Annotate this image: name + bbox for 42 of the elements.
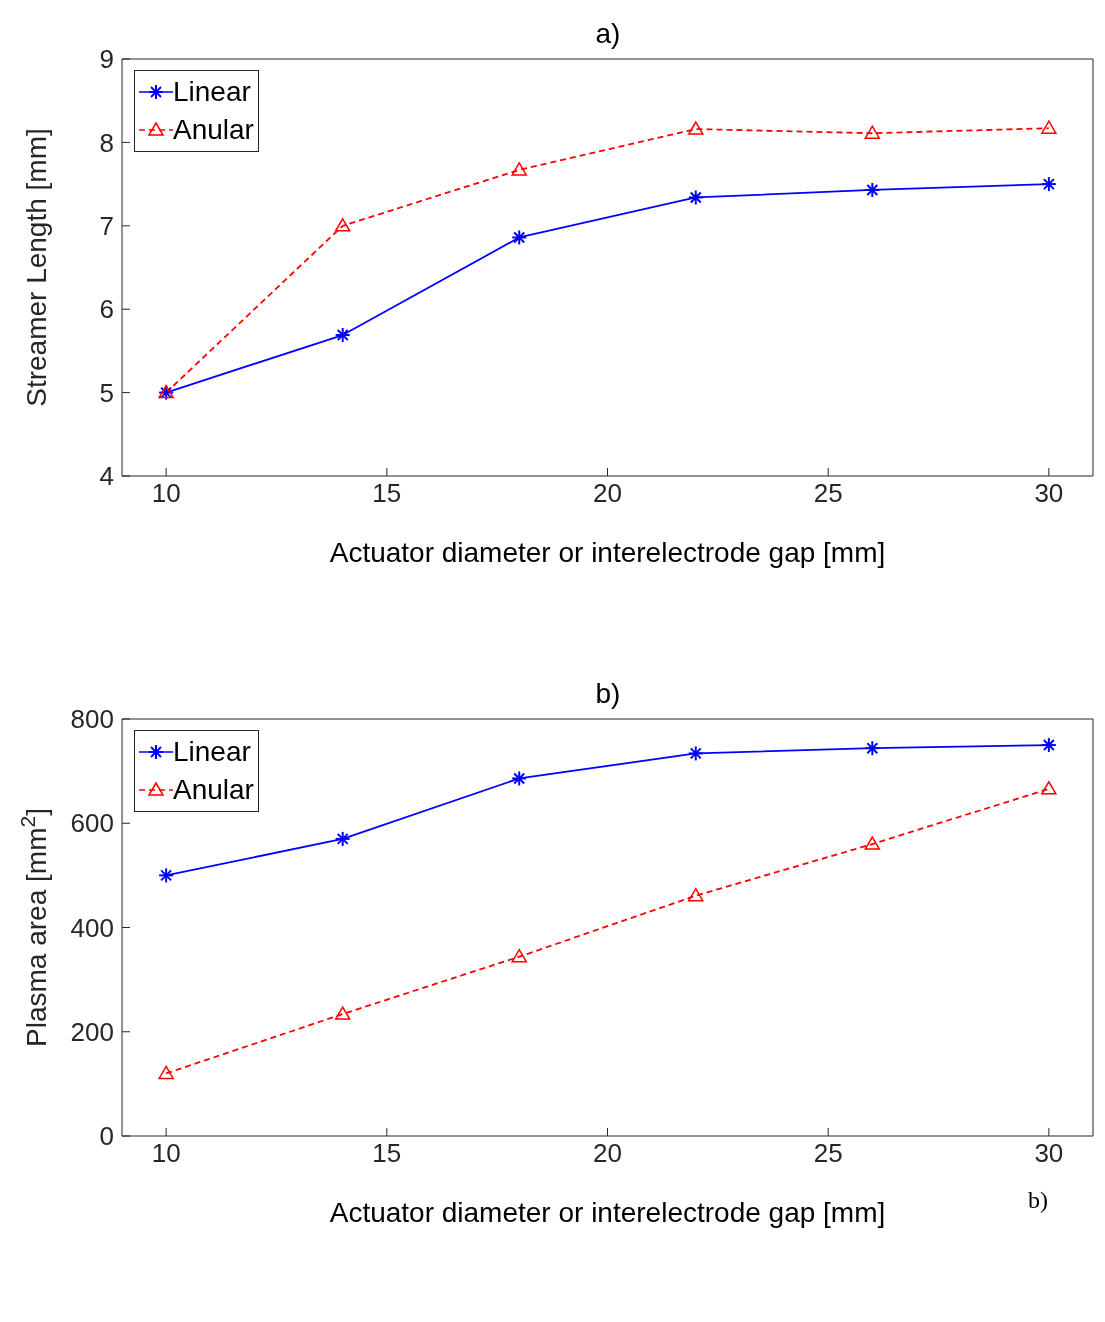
y-tick-label: 9 (99, 44, 114, 75)
point (511, 162, 527, 176)
point (688, 887, 704, 902)
x-tick-label: 15 (372, 1138, 402, 1169)
point (1041, 120, 1057, 134)
x-tick-label: 20 (593, 478, 622, 509)
y-tick-label: 200 (70, 1016, 114, 1047)
y-tick-label: 0 (99, 1121, 114, 1152)
legend-label: Linear (173, 75, 251, 109)
x-axis-title: Actuator diameter or interelectrode gap [mm] (329, 537, 886, 568)
y-tick-label: 5 (99, 377, 114, 408)
point (864, 836, 881, 850)
y-tick-label: 400 (70, 912, 114, 943)
legend-label: Anular (173, 113, 254, 147)
point (334, 1006, 351, 1020)
y-tick-label: 800 (70, 704, 114, 735)
legend-label: Linear (173, 735, 251, 769)
point (864, 125, 881, 139)
chart-title: b) (594, 678, 622, 710)
point (158, 1065, 174, 1080)
y-tick-label: 6 (99, 294, 114, 325)
y-tick-label: 8 (99, 127, 114, 158)
x-axis-title: Actuator diameter or interelectrode gap [mm] (329, 1197, 886, 1228)
x-tick-label: 30 (1034, 1138, 1064, 1169)
point (511, 948, 527, 963)
chart-title: a) (594, 18, 622, 50)
text: b) (1028, 1187, 1048, 1214)
x-tick-label: 20 (593, 1138, 622, 1169)
legend-label: Anular (173, 773, 254, 807)
point (1041, 781, 1057, 795)
y-tick-label: 4 (99, 461, 114, 492)
x-tick-label: 10 (151, 478, 181, 509)
y-axis-title: Streamer Length [mm] (21, 128, 52, 407)
x-tick-label: 25 (813, 478, 843, 509)
x-tick-label: 30 (1034, 478, 1064, 509)
x-tick-label: 10 (151, 1138, 181, 1169)
point (334, 218, 351, 232)
y-tick-label: 600 (70, 808, 114, 839)
y-tick-label: 7 (99, 211, 114, 242)
point (688, 121, 704, 135)
x-tick-label: 25 (813, 1138, 843, 1169)
x-tick-label: 15 (372, 478, 402, 509)
